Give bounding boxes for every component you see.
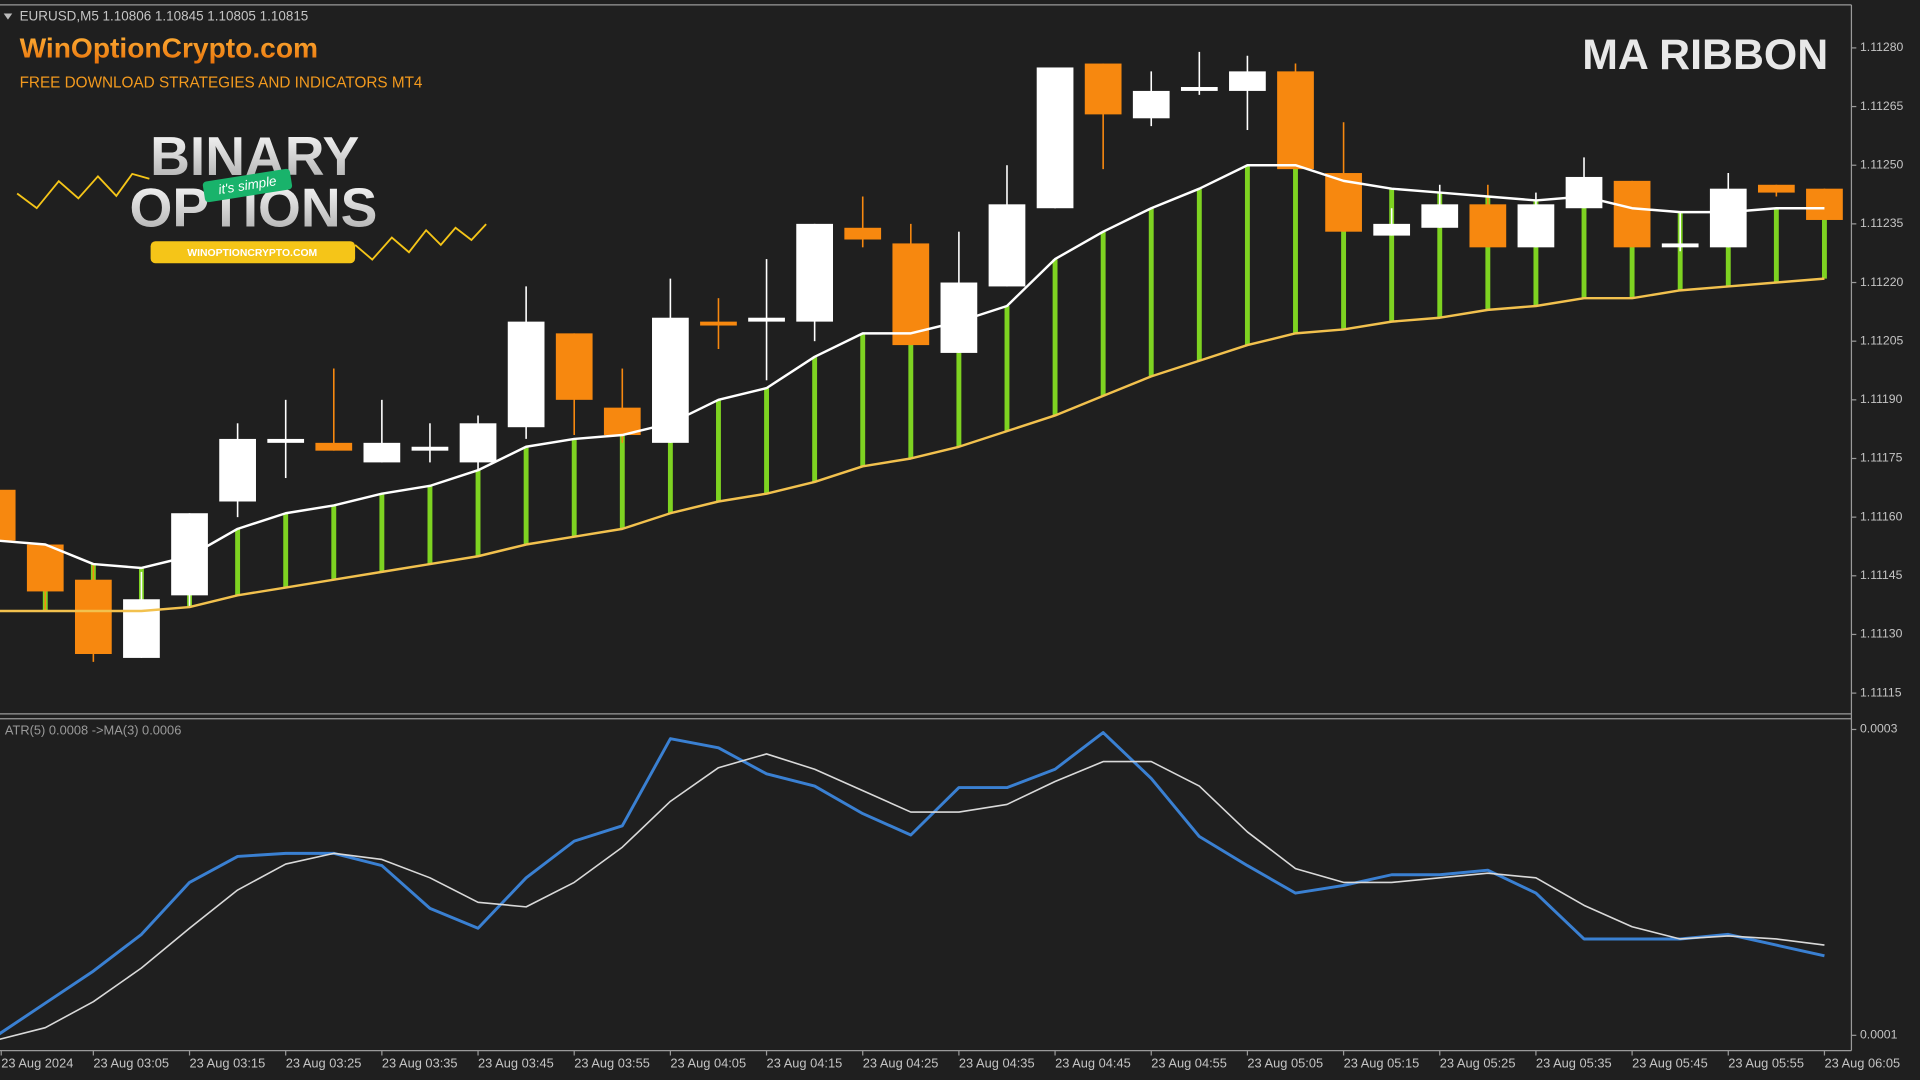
- candle-body: [1806, 188, 1843, 220]
- y-tick-label: 1.11190: [1860, 392, 1903, 406]
- symbol-info: EURUSD,M5 1.10806 1.10845 1.10805 1.1081…: [20, 9, 309, 24]
- candle-body: [363, 442, 401, 463]
- x-tick-label: 23 Aug 04:05: [670, 1055, 746, 1070]
- candle-body: [459, 423, 497, 463]
- collapse-icon: [3, 13, 13, 20]
- y-tick-label: 1.11220: [1860, 275, 1904, 289]
- y-tick-label: 1.11280: [1860, 40, 1904, 54]
- badge-bg: [202, 168, 293, 203]
- x-tick-label: 23 Aug 05:35: [1536, 1055, 1612, 1070]
- candle-body: [700, 321, 737, 326]
- logo-badge: it's simple: [202, 168, 293, 203]
- watermark-tagline: FREE DOWNLOAD STRATEGIES AND INDICATORS …: [20, 74, 423, 91]
- candle-body: [1709, 188, 1747, 248]
- main-plot: [0, 51, 1843, 662]
- atr-title: ATR(5) 0.0008 ->MA(3) 0.0006: [5, 722, 181, 737]
- x-tick-label: 23 Aug 04:45: [1055, 1055, 1131, 1070]
- candle-body: [1277, 71, 1314, 170]
- x-tick-label: 23 Aug 05:55: [1728, 1055, 1804, 1070]
- logo-pill-text: WINOPTIONCRYPTO.COM: [187, 248, 317, 259]
- x-tick-label: 23 Aug 03:05: [93, 1055, 169, 1070]
- candle-body: [1180, 87, 1218, 91]
- y-tick-label: 1.11265: [1860, 99, 1904, 113]
- x-tick-label: 23 Aug 03:55: [574, 1055, 650, 1070]
- indicator-title: MA RIBBON: [1582, 31, 1828, 79]
- y-tick-label: 1.11205: [1860, 333, 1904, 347]
- y-tick-label: 1.11145: [1860, 568, 1903, 582]
- candle-body: [1084, 63, 1122, 115]
- candle-body: [315, 442, 353, 451]
- x-tick-label: 23 Aug 03:45: [478, 1055, 554, 1070]
- candle-body: [555, 333, 593, 400]
- x-tick-label: 23 Aug 04:35: [959, 1055, 1035, 1070]
- candle-body: [171, 513, 208, 596]
- candle-body: [1565, 176, 1603, 209]
- logo-zigzag: [16, 172, 150, 210]
- series-line: [0, 731, 1825, 1036]
- candle-body: [1469, 204, 1507, 248]
- x-tick-label: 23 Aug 06:05: [1824, 1055, 1900, 1070]
- candle-body: [1373, 223, 1411, 236]
- candle-body: [988, 204, 1026, 287]
- logo-pill: [150, 241, 356, 264]
- x-tick-label: 23 Aug 2024: [1, 1055, 73, 1070]
- x-tick-label: 23 Aug 05:15: [1344, 1055, 1420, 1070]
- candle-body: [892, 243, 930, 346]
- x-tick-label: 23 Aug 05:45: [1632, 1055, 1708, 1070]
- candle-body: [796, 223, 834, 322]
- candle-body: [1613, 180, 1651, 248]
- candle-body: [74, 579, 112, 654]
- x-tick-label: 23 Aug 04:55: [1151, 1055, 1227, 1070]
- y-tick-label: 0.0001: [1860, 1028, 1898, 1042]
- x-tick-label: 23 Aug 04:25: [863, 1055, 939, 1070]
- candle-body: [1132, 90, 1170, 119]
- y-tick-label: 1.11250: [1860, 157, 1904, 171]
- candle-body: [1757, 184, 1795, 193]
- logo-zigzag: [354, 223, 487, 261]
- candle-body: [1517, 204, 1555, 248]
- candle-body: [1229, 71, 1266, 91]
- candle-body: [603, 407, 641, 436]
- y-tick-label: 1.11175: [1860, 451, 1903, 465]
- series-line: [0, 753, 1825, 1041]
- x-tick-label: 23 Aug 03:25: [286, 1055, 362, 1070]
- candle-body: [411, 446, 449, 451]
- y-tick-label: 1.11130: [1860, 627, 1903, 641]
- x-tick-label: 23 Aug 05:25: [1440, 1055, 1516, 1070]
- x-tick-label: 23 Aug 03:35: [382, 1055, 458, 1070]
- x-tick-label: 23 Aug 04:15: [767, 1055, 843, 1070]
- y-tick-label: 1.11160: [1860, 509, 1903, 523]
- x-tick-label: 23 Aug 03:15: [190, 1055, 266, 1070]
- candle-body: [123, 599, 160, 658]
- y-tick-label: 1.11235: [1860, 216, 1904, 230]
- x-tick-label: 23 Aug 05:05: [1247, 1055, 1323, 1070]
- fast-ma-line: [0, 163, 1825, 570]
- candle-body: [748, 317, 785, 322]
- candle-body: [1421, 204, 1459, 228]
- candle-body: [844, 227, 882, 240]
- candle-body: [1036, 67, 1074, 209]
- atr-plot: [0, 731, 1825, 1041]
- candle-body: [507, 321, 545, 428]
- candle-body: [0, 489, 16, 541]
- candle-body: [219, 438, 256, 502]
- candle-body: [267, 438, 305, 443]
- watermark-site: WinOptionCrypto.com: [20, 33, 319, 64]
- y-tick-label: 1.11115: [1860, 685, 1902, 699]
- y-tick-label: 0.0003: [1860, 722, 1898, 736]
- candle-body: [26, 544, 64, 592]
- slow-ma-line: [0, 277, 1825, 613]
- candle-body: [1661, 243, 1699, 248]
